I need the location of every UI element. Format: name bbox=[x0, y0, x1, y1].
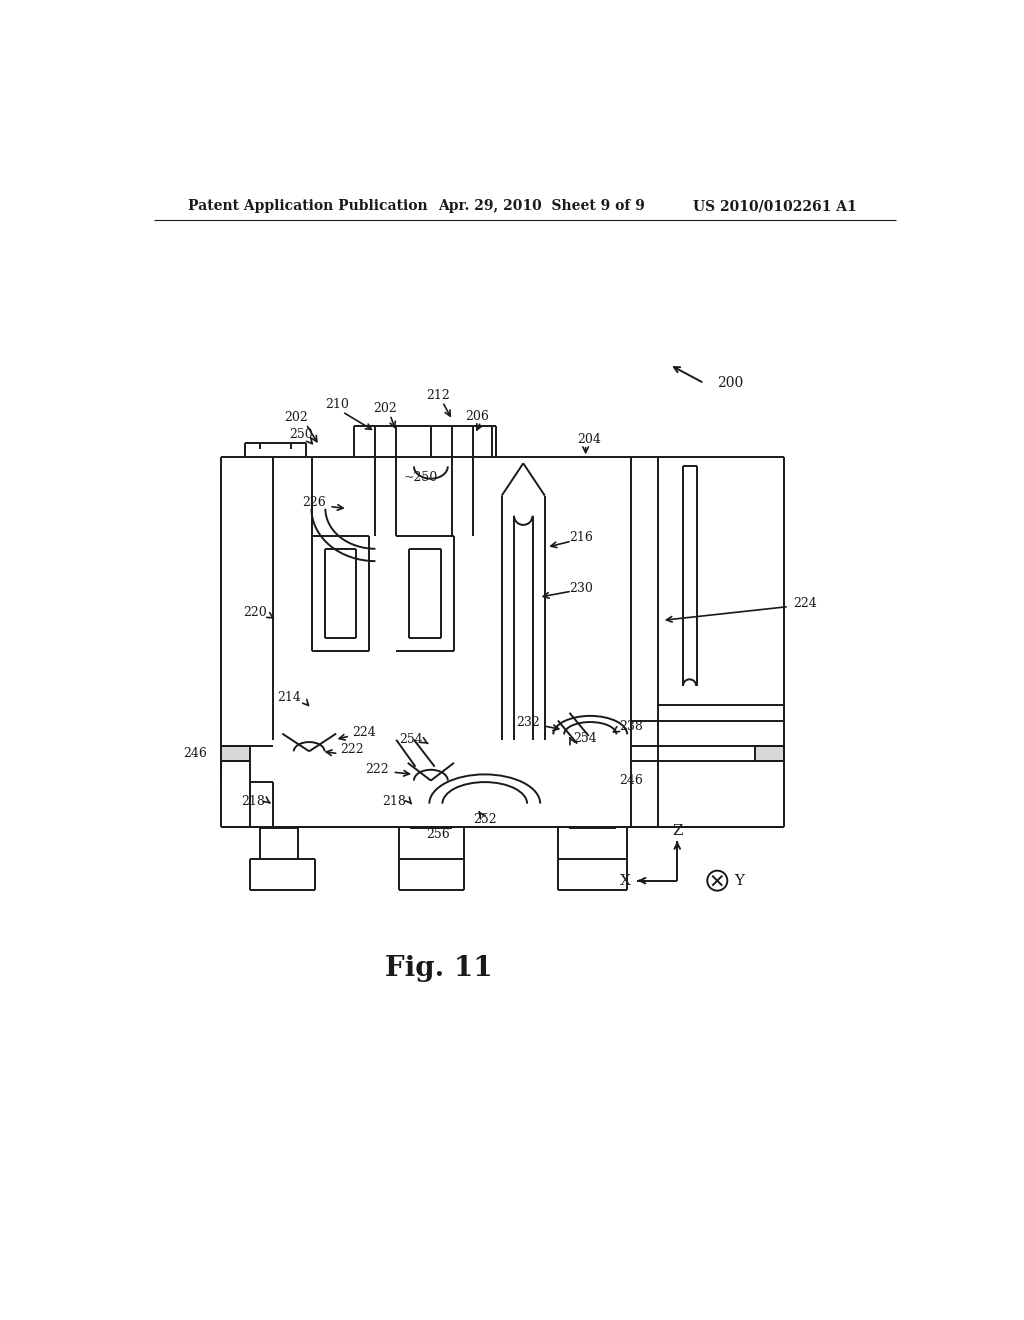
Text: Fig. 11: Fig. 11 bbox=[385, 954, 493, 982]
Text: Z: Z bbox=[672, 824, 683, 838]
Text: 254: 254 bbox=[573, 731, 597, 744]
Bar bbox=[221, 746, 250, 762]
Text: 222: 222 bbox=[340, 743, 364, 756]
Text: 220: 220 bbox=[243, 606, 267, 619]
Text: 202: 202 bbox=[285, 412, 308, 425]
Text: X: X bbox=[620, 874, 631, 887]
Text: 206: 206 bbox=[465, 409, 489, 422]
Text: 204: 204 bbox=[578, 433, 601, 446]
Text: 250: 250 bbox=[290, 428, 313, 441]
Text: 232: 232 bbox=[516, 717, 541, 730]
Text: 246: 246 bbox=[183, 747, 208, 760]
Text: 224: 224 bbox=[793, 597, 816, 610]
Text: Apr. 29, 2010  Sheet 9 of 9: Apr. 29, 2010 Sheet 9 of 9 bbox=[438, 199, 645, 213]
Text: 222: 222 bbox=[365, 763, 388, 776]
Text: 216: 216 bbox=[569, 531, 593, 544]
Text: 252: 252 bbox=[473, 813, 497, 825]
Text: ~250: ~250 bbox=[403, 471, 438, 484]
Text: 238: 238 bbox=[620, 721, 643, 733]
Text: 246: 246 bbox=[620, 774, 643, 787]
Text: 212: 212 bbox=[427, 389, 451, 403]
Text: 218: 218 bbox=[382, 795, 407, 808]
Text: 202: 202 bbox=[373, 403, 396, 416]
Text: 210: 210 bbox=[325, 399, 349, 412]
Text: 254: 254 bbox=[399, 733, 423, 746]
Text: 218: 218 bbox=[242, 795, 265, 808]
Text: US 2010/0102261 A1: US 2010/0102261 A1 bbox=[692, 199, 856, 213]
Text: 224: 224 bbox=[352, 726, 376, 739]
Text: Y: Y bbox=[734, 874, 744, 887]
Text: 214: 214 bbox=[278, 690, 301, 704]
Bar bbox=[755, 746, 783, 762]
Text: 226: 226 bbox=[302, 496, 326, 510]
Text: 200: 200 bbox=[717, 376, 743, 391]
Text: 256: 256 bbox=[427, 828, 451, 841]
Text: 230: 230 bbox=[569, 582, 593, 594]
Text: Patent Application Publication: Patent Application Publication bbox=[188, 199, 428, 213]
